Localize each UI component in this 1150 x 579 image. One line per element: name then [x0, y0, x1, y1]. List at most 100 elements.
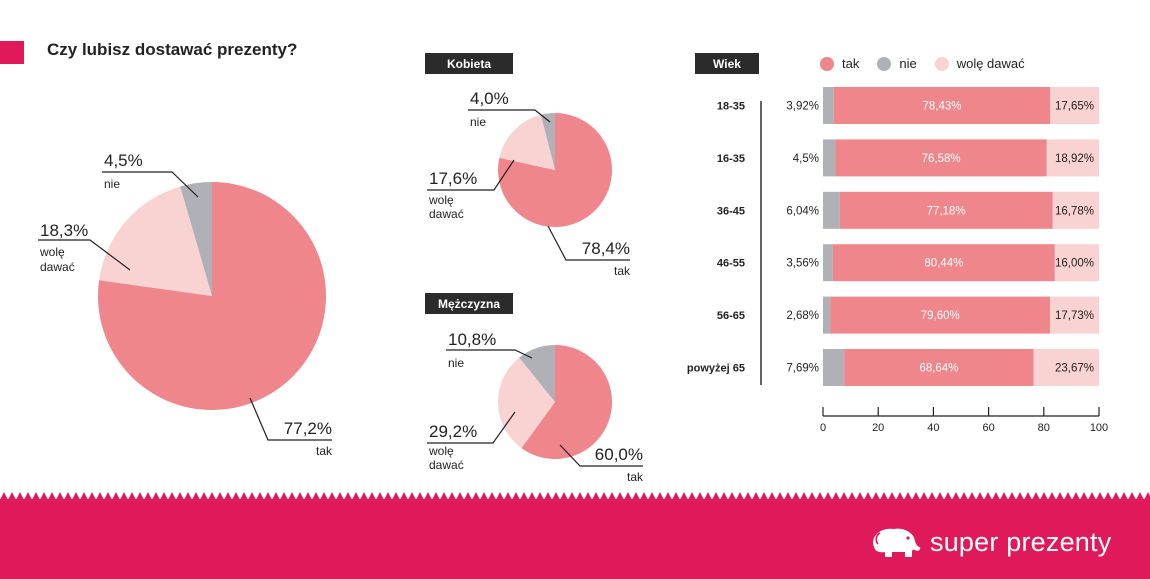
- bar-label-nie-row-4: 3,56%: [786, 258, 819, 270]
- mezczyzna-header: Mężczyzna: [425, 293, 513, 314]
- kobieta-slice-wole: [499, 114, 555, 170]
- overall-slice-nie: [180, 182, 212, 296]
- kobieta-label-wole-2: dawać: [429, 207, 464, 221]
- legend-swatch-tak: [820, 56, 834, 71]
- overall-leader-nie: [102, 171, 199, 198]
- x-tick-label-0: 0: [820, 422, 826, 434]
- bar-label-wole-row-1: 17,65%: [1055, 101, 1094, 113]
- bar-nie-row-5: [823, 296, 831, 334]
- kobieta-label-tak: tak: [614, 264, 631, 278]
- bar-wole-row-2: [1046, 139, 1099, 177]
- x-tick-label-60: 60: [982, 422, 994, 434]
- bar-label-wole-row-2: 18,92%: [1055, 153, 1094, 165]
- page-title: Czy lubisz dostawać prezenty?: [47, 40, 298, 59]
- legend-swatch-wole: [934, 56, 949, 71]
- kobieta-value-wole: 17,6%: [429, 169, 477, 188]
- overall-label-wole-1: wolę: [39, 245, 65, 259]
- mezczyzna-slice-wole: [498, 357, 555, 449]
- mezczyzna-slice-tak: [521, 345, 613, 460]
- mezczyzna-leader-wole: [427, 411, 516, 444]
- bar-tak-row-5: [830, 296, 1051, 334]
- kobieta-slice-tak: [498, 113, 613, 228]
- legend-item-tak: tak: [820, 56, 859, 71]
- title-marker: [0, 41, 24, 64]
- mezczyzna-leader-nie: [446, 349, 533, 359]
- mezczyzna-label-wole-1: wolę: [428, 444, 454, 458]
- legend: tak nie wolę dawać: [820, 56, 1043, 71]
- mezczyzna-value-nie: 10,8%: [448, 330, 496, 349]
- bar-label-tak-row-6: 68,64%: [919, 363, 958, 375]
- kobieta-leader-nie: [468, 109, 551, 123]
- bar-wole-row-3: [1052, 191, 1099, 229]
- bar-nie-row-3: [823, 191, 840, 229]
- overall-value-wole: 18,3%: [40, 221, 88, 240]
- mezczyzna-label-tak: tak: [627, 470, 644, 484]
- overall-label-wole-2: dawać: [40, 260, 75, 274]
- bar-nie-row-6: [823, 349, 845, 386]
- bar-label-wole-row-4: 16,00%: [1055, 258, 1094, 270]
- kobieta-label-nie: nie: [470, 115, 486, 129]
- brand-logo: super prezenty: [868, 525, 1111, 559]
- kobieta-value-nie: 4,0%: [470, 89, 509, 108]
- legend-item-wole: wolę dawać: [934, 56, 1025, 71]
- bar-label-tak-row-5: 79,60%: [921, 310, 960, 322]
- bar-label-wole-row-6: 23,67%: [1055, 363, 1094, 375]
- overall-label-nie: nie: [104, 177, 120, 191]
- bar-label-tak-row-2: 76,58%: [922, 153, 961, 165]
- age-category-label-1: 18-35: [717, 101, 745, 113]
- bar-label-tak-row-1: 78,43%: [923, 101, 962, 113]
- bar-label-nie-row-2: 4,5%: [793, 153, 819, 165]
- mezczyzna-leader-tak: [559, 444, 643, 467]
- charts-canvas: 4,5%nie18,3%wolędawać77,2%tak4,0%nie17,6…: [38, 87, 1108, 484]
- kobieta-label-wole-1: wolę: [428, 193, 454, 207]
- overall-leader-wole: [38, 239, 131, 271]
- age-category-label-3: 36-45: [717, 205, 745, 217]
- bar-nie-row-4: [823, 244, 833, 282]
- bar-wole-row-5: [1050, 296, 1099, 334]
- wiek-header: Wiek: [695, 53, 759, 74]
- age-category-label-6: powyżej 65: [687, 363, 745, 375]
- overall-value-nie: 4,5%: [104, 151, 143, 170]
- bar-tak-row-2: [835, 139, 1047, 177]
- bar-label-nie-row-1: 3,92%: [786, 101, 819, 113]
- x-tick-label-20: 20: [872, 422, 884, 434]
- footer-zigzag: [0, 492, 1150, 500]
- legend-label-nie: nie: [899, 56, 917, 71]
- kobieta-value-tak: 78,4%: [582, 239, 630, 258]
- age-category-label-5: 56-65: [717, 310, 745, 322]
- bar-label-wole-row-5: 17,73%: [1055, 310, 1094, 322]
- bar-label-wole-row-3: 16,78%: [1055, 205, 1094, 217]
- x-tick-label-100: 100: [1090, 422, 1108, 434]
- mezczyzna-value-tak: 60,0%: [595, 445, 643, 464]
- bar-wole-row-1: [1050, 87, 1099, 124]
- bar-label-tak-row-3: 77,18%: [927, 205, 966, 217]
- overall-leader-tak: [249, 397, 332, 441]
- legend-label-wole: wolę dawać: [956, 56, 1025, 71]
- x-tick-label-80: 80: [1038, 422, 1050, 434]
- elephant-icon: [873, 528, 921, 557]
- bar-label-nie-row-5: 2,68%: [786, 310, 819, 322]
- bar-tak-row-4: [832, 244, 1055, 282]
- mezczyzna-value-wole: 29,2%: [429, 422, 477, 441]
- bar-nie-row-1: [823, 87, 834, 124]
- age-category-label-2: 16-35: [717, 153, 745, 165]
- bar-nie-row-2: [823, 139, 836, 177]
- bar-tak-row-1: [833, 87, 1051, 124]
- bar-label-nie-row-6: 7,69%: [786, 363, 819, 375]
- mezczyzna-slice-nie: [519, 345, 555, 402]
- mezczyzna-label-nie: nie: [448, 356, 464, 370]
- footer-band: super prezenty: [0, 492, 1150, 579]
- zigzag-path: [0, 492, 1150, 500]
- bar-label-tak-row-4: 80,44%: [924, 258, 963, 270]
- kobieta-leader-wole: [427, 159, 515, 191]
- bar-label-nie-row-3: 6,04%: [786, 205, 819, 217]
- overall-slice-tak: [98, 182, 327, 410]
- bar-tak-row-3: [839, 191, 1053, 229]
- mezczyzna-label-wole-2: dawać: [429, 458, 464, 472]
- legend-item-nie: nie: [877, 56, 917, 71]
- kobieta-slice-nie: [540, 113, 555, 170]
- legend-swatch-nie: [877, 56, 892, 71]
- brand-name: super prezenty: [930, 526, 1112, 557]
- x-tick-label-40: 40: [927, 422, 939, 434]
- kobieta-leader-tak: [547, 225, 630, 261]
